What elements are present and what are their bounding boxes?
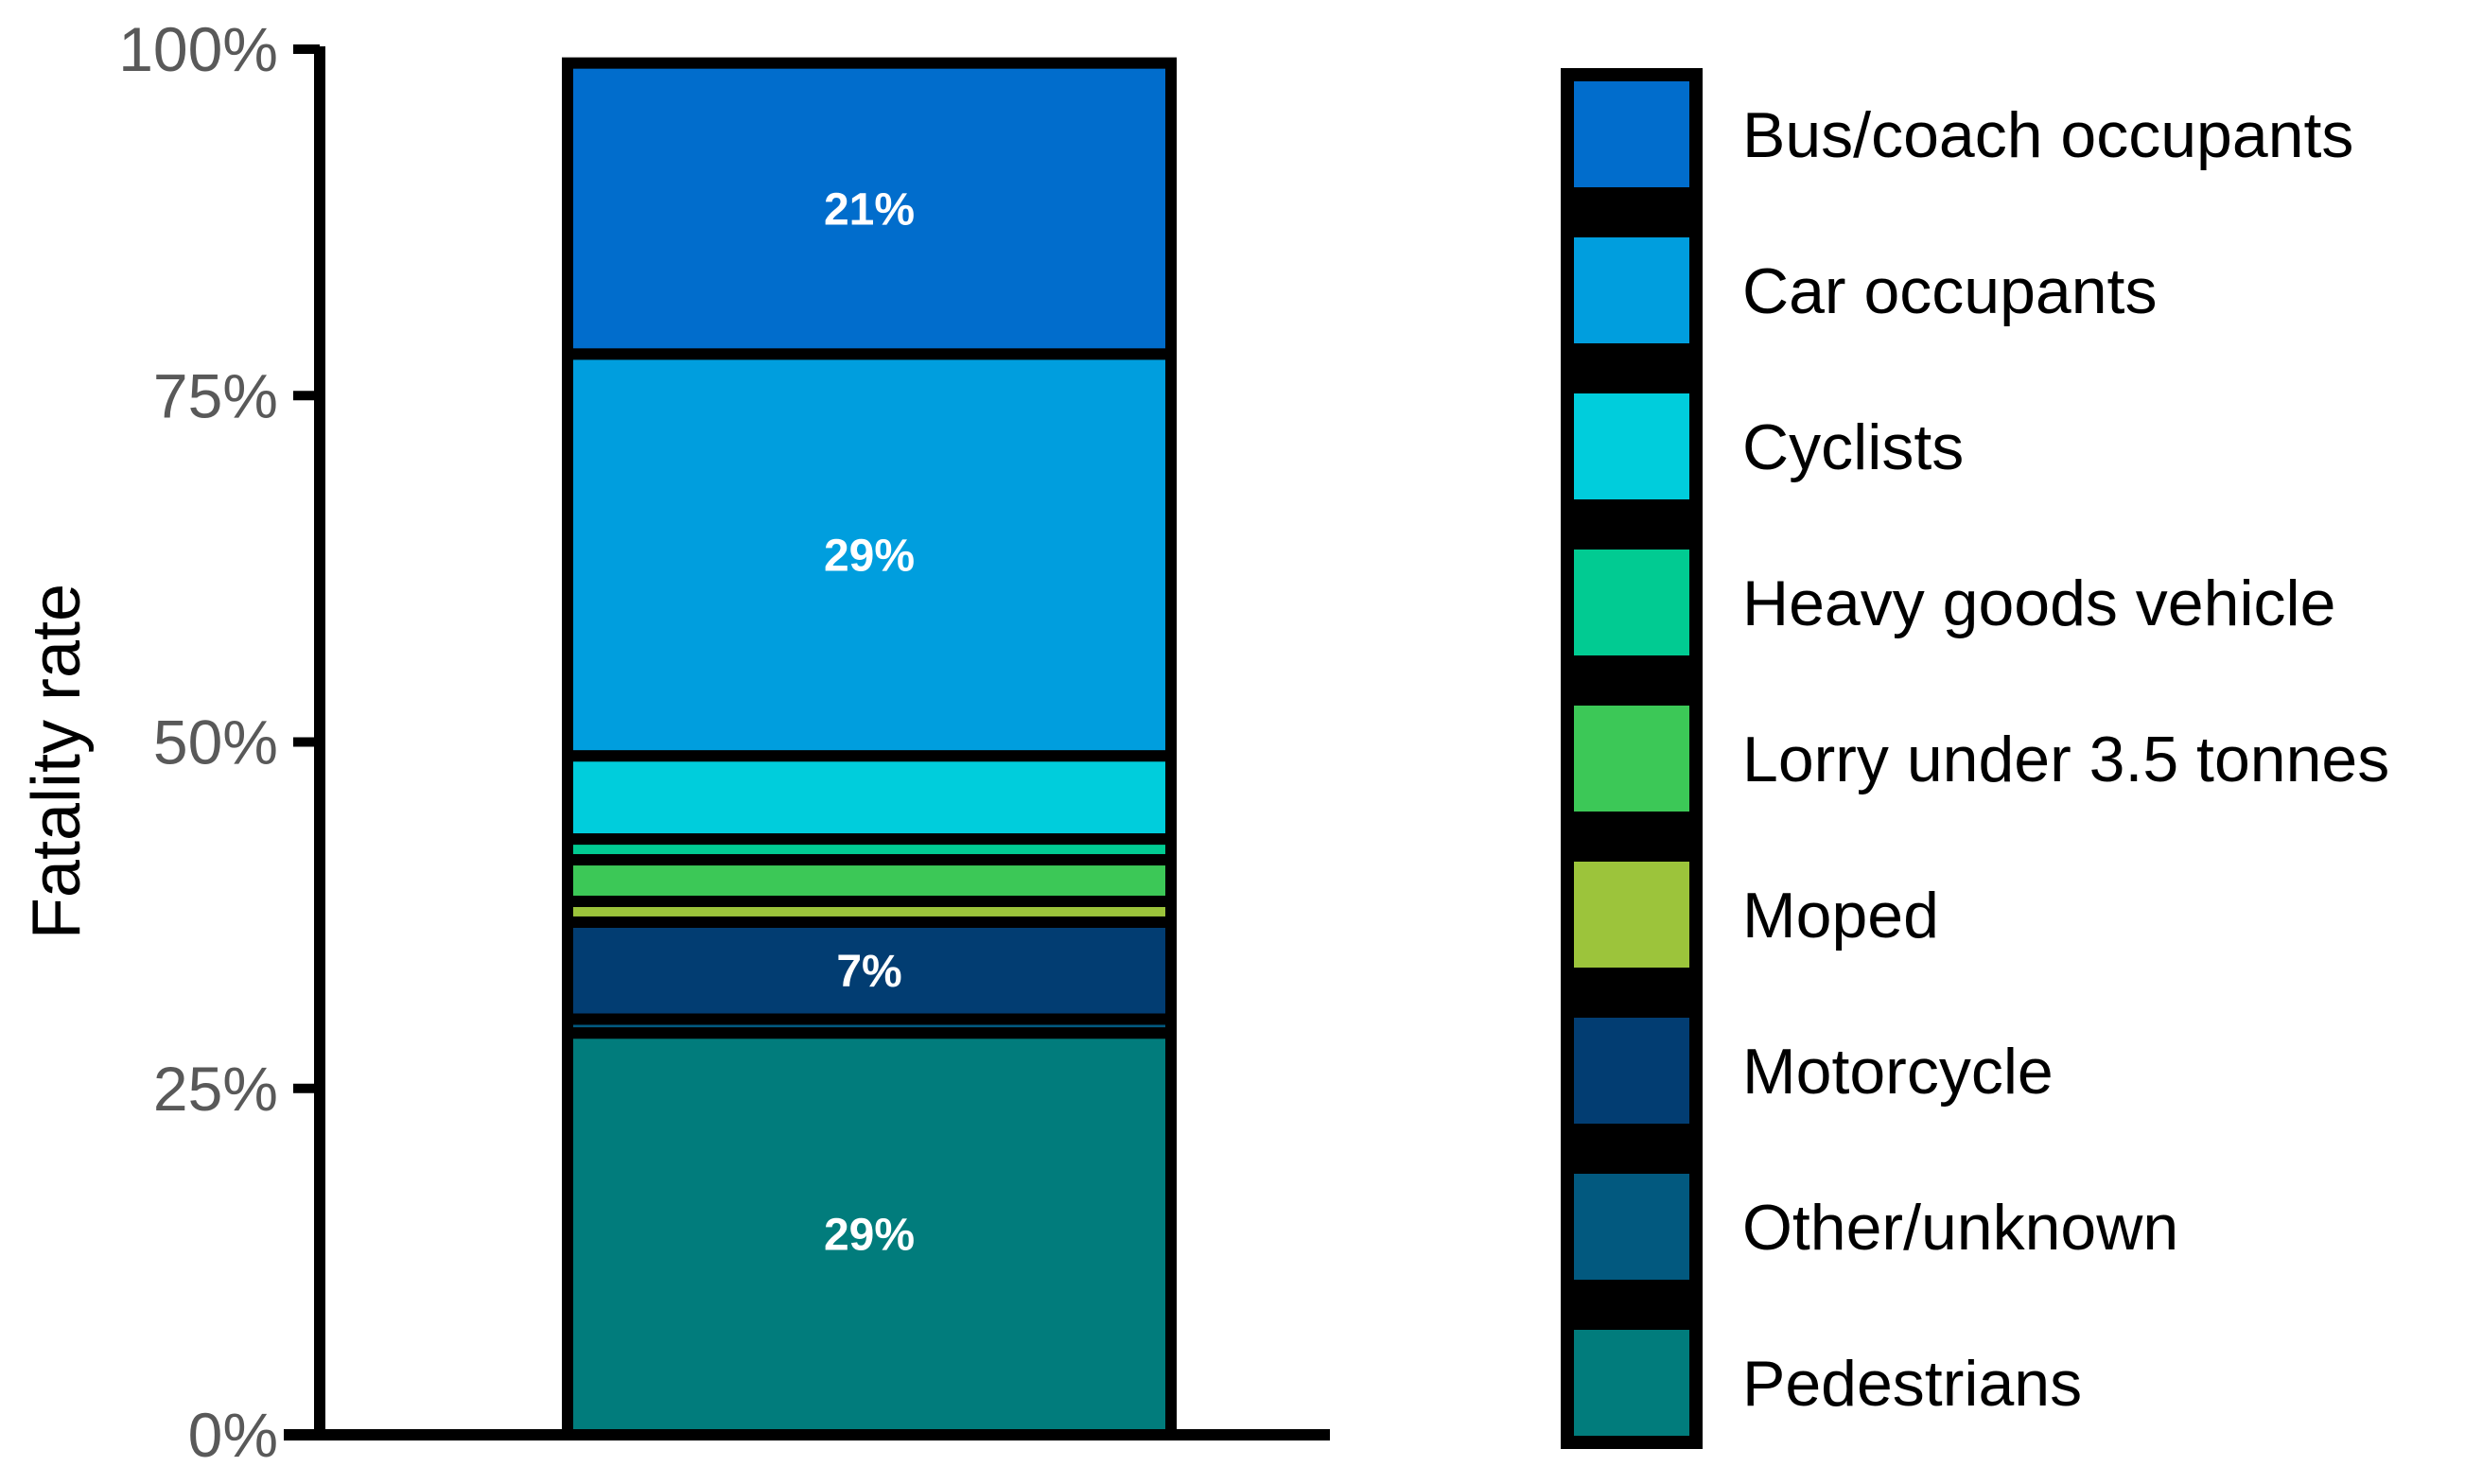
y-axis-title: Fatality rate	[19, 584, 95, 939]
data-label: 29%	[824, 532, 915, 582]
y-tick-label: 75%	[153, 360, 278, 430]
legend: Bus/coach occupants Car occupants Cyclists…	[1561, 68, 2389, 1449]
bar-segment-cyclists	[562, 750, 1177, 846]
legend-swatch	[1574, 81, 1689, 187]
data-label: 29%	[824, 1211, 915, 1261]
legend-swatch	[1574, 550, 1689, 655]
data-labels: 29% 7% 29% 21%	[824, 184, 915, 1260]
data-label: 7%	[836, 947, 901, 997]
legend-label: Bus/coach occupants	[1742, 99, 2353, 171]
data-label: 21%	[824, 184, 915, 235]
legend-swatch	[1574, 1330, 1689, 1436]
legend-label: Lorry under 3.5 tonnes	[1742, 724, 2389, 795]
y-tick-label: 0%	[188, 1400, 278, 1470]
axes: 0% 25% 50% 75% 100% Fatality rate	[19, 14, 1330, 1470]
bar-segment-bus-coach-occupants	[562, 57, 1177, 360]
legend-label: Pedestrians	[1742, 1348, 2082, 1420]
legend-swatch	[1574, 1174, 1689, 1280]
legend-swatch	[1574, 1018, 1689, 1124]
legend-label: Other/unknown	[1742, 1192, 2178, 1264]
legend-label: Motorcycle	[1742, 1036, 2054, 1108]
legend-label: Car occupants	[1742, 255, 2157, 327]
legend-swatch	[1574, 706, 1689, 812]
legend-label: Moped	[1742, 880, 1939, 952]
legend-label: Heavy goods vehicle	[1742, 567, 2335, 639]
y-tick-label: 50%	[153, 707, 278, 777]
legend-label: Cyclists	[1742, 411, 1964, 483]
bar-segments	[562, 57, 1177, 1441]
bar-segment-lorry-under-3-5-tonnes	[562, 854, 1177, 907]
y-tick-label: 100%	[118, 14, 278, 84]
legend-swatch	[1574, 237, 1689, 343]
bar-segment-pedestrians	[562, 1027, 1177, 1441]
legend-swatch	[1574, 862, 1689, 968]
y-tick-label: 25%	[153, 1054, 278, 1124]
legend-swatch	[1574, 393, 1689, 499]
